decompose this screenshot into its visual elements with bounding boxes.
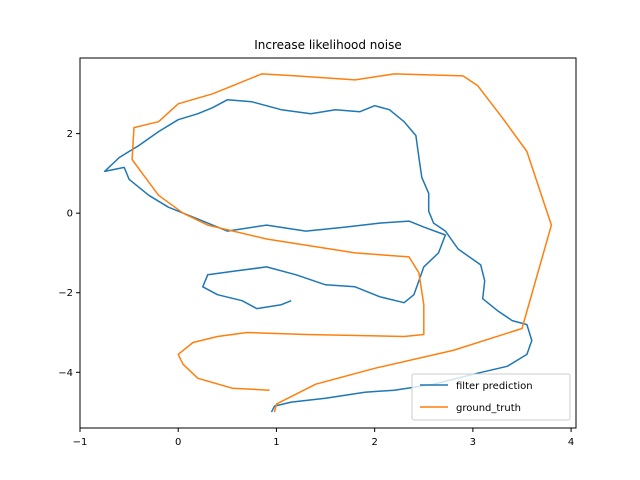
- x-tick-label: −1: [73, 437, 88, 448]
- x-tick-label: 0: [175, 437, 181, 448]
- series-line-filter-prediction: [103, 99, 533, 413]
- x-tick-label: 1: [273, 437, 279, 448]
- legend-box: [411, 373, 571, 421]
- series-layer: [103, 73, 553, 413]
- plot-area: −1 0 1 2 3 4 −4 −2 0 2: [58, 57, 577, 448]
- y-tick-label: −2: [58, 288, 73, 299]
- plot-frame: [79, 57, 577, 429]
- y-axis: −4 −2 0 2: [58, 129, 80, 379]
- x-tick-label: 4: [568, 437, 574, 448]
- legend-label-filter-prediction: filter prediction: [456, 381, 533, 392]
- legend-label-ground-truth: ground_truth: [456, 403, 521, 414]
- x-tick-label: 3: [470, 437, 476, 448]
- y-tick-label: 2: [67, 129, 73, 140]
- x-axis: −1 0 1 2 3 4: [73, 428, 574, 448]
- y-tick-label: 0: [67, 209, 73, 220]
- x-tick-label: 2: [371, 437, 377, 448]
- y-tick-label: −4: [58, 368, 73, 379]
- chart-title: Increase likelihood noise: [254, 38, 401, 52]
- series-line-ground-truth: [131, 73, 553, 413]
- legend: filter prediction ground_truth: [411, 373, 571, 421]
